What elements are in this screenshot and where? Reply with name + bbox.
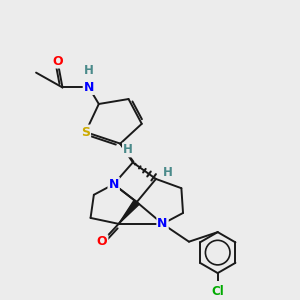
- Text: H: H: [84, 64, 94, 77]
- Polygon shape: [118, 200, 139, 224]
- Text: N: N: [109, 178, 119, 191]
- Text: Cl: Cl: [211, 285, 224, 298]
- Text: O: O: [52, 55, 63, 68]
- Text: H: H: [163, 166, 172, 179]
- Text: O: O: [97, 235, 107, 248]
- Text: S: S: [81, 126, 90, 139]
- Text: H: H: [123, 143, 133, 156]
- Text: N: N: [158, 218, 168, 230]
- Text: N: N: [84, 81, 94, 94]
